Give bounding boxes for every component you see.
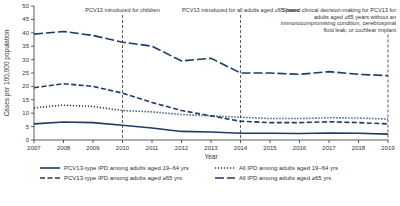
y-tick [31,86,34,87]
y-tick [31,6,34,7]
y-tick-label: 45 [22,16,29,22]
y-axis-label: Cases per 100,000 population [3,29,11,116]
y-tick-label: 25 [22,70,29,76]
annotation-text: Shared clinical decision-making for PCV1… [281,7,397,33]
legend-swatch [215,177,235,179]
y-tick-label: 50 [22,3,29,9]
x-tick [63,140,64,143]
x-tick-label: 2012 [175,145,189,151]
x-tick-label: 2009 [86,145,100,151]
x-tick-label: 2016 [293,145,307,151]
x-tick-label: 2019 [381,145,395,151]
x-tick-label: 2011 [146,145,160,151]
series-line [34,31,388,75]
x-tick-label: 2007 [27,145,41,151]
y-tick-label: 15 [22,97,29,103]
x-tick [211,140,212,143]
annotation-line-marker [388,35,389,141]
x-tick [299,140,300,143]
y-tick-label: 35 [22,43,29,49]
y-tick [31,140,34,141]
y-tick-label: 40 [22,30,29,36]
series-line [34,84,388,124]
x-tick-label: 2015 [263,145,277,151]
legend-swatch [40,167,60,169]
y-tick [31,99,34,100]
x-tick [388,140,389,143]
x-tick-label: 2017 [322,145,336,151]
x-tick [270,140,271,143]
y-tick [31,113,34,114]
y-tick [31,19,34,20]
legend-label: PCV13-type IPD among adults aged ≥65 yrs [64,175,182,181]
x-tick-label: 2018 [352,145,366,151]
y-tick-label: 0 [26,137,30,143]
x-tick-label: 2014 [234,145,248,151]
legend-label: All IPD among adults aged 19–64 yrs [239,165,338,171]
legend-swatch [215,167,235,169]
x-tick-label: 2010 [116,145,130,151]
legend-label: PCV13-type IPD among adults aged 19–64 y… [64,165,189,171]
annotation-line: PCV13 introduced for children [85,7,160,13]
x-tick-label: 2013 [204,145,218,151]
x-axis-label: Year [204,153,218,160]
y-tick [31,32,34,33]
x-tick [93,140,94,143]
legend-swatch [40,177,60,179]
x-tick [122,140,123,143]
x-tick [240,140,241,143]
x-tick [34,140,35,143]
plot-area [34,31,388,134]
y-tick-label: 30 [22,57,29,63]
annotation-line: Shared clinical decision-making for PCV1… [282,7,396,13]
chart: 0 5 10 15 20 25 30 35 40 45 50 2007 2008 2009 2010 2011… [0,0,400,206]
y-tick-label: 5 [26,124,30,130]
x-tick [152,140,153,143]
annotation-line: adults aged ≥65 years without an [314,14,396,20]
y-tick [31,59,34,60]
x-tick-label: 2008 [57,145,71,151]
x-tick [181,140,182,143]
y-tick [31,126,34,127]
x-tick [329,140,330,143]
series-line [34,122,388,134]
y-tick [31,73,34,74]
annotation-line-marker [122,15,123,140]
y-tick-label: 20 [22,83,29,89]
annotation-text: PCV13 introduced for children [85,7,160,13]
y-tick-label: 10 [22,110,29,116]
legend: PCV13-type IPD among adults aged 19–64 y… [40,165,338,181]
legend-label: All IPD among adults aged ≥65 yrs [239,175,331,181]
annotation-line: fluid leak, or cochlear implant [324,27,397,33]
x-tick [358,140,359,143]
y-tick [31,46,34,47]
annotation-line: immunocompromising condition, cerebrospi… [281,20,396,26]
series-line [34,105,388,119]
